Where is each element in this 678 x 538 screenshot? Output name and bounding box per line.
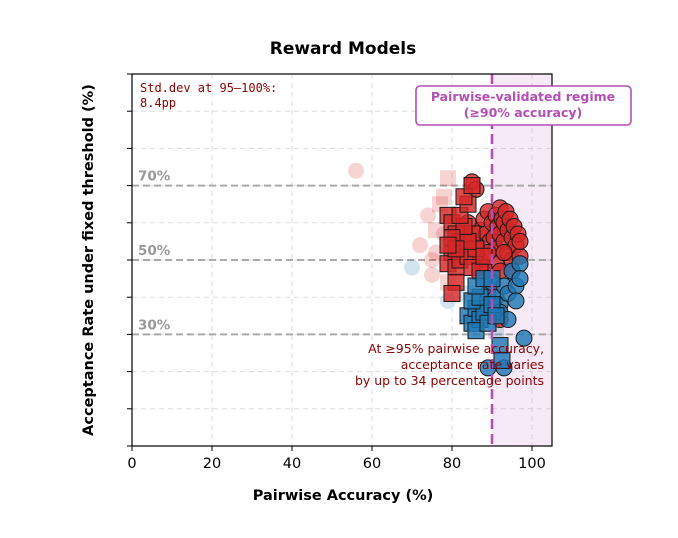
- data-points: [348, 74, 533, 446]
- x-tick-label: 60: [363, 456, 381, 472]
- square-point-faint: [436, 188, 452, 205]
- annotation-line2: acceptance rate varies: [401, 357, 544, 372]
- std-dev-text-line2: 8.4pp: [140, 96, 176, 110]
- square-point: [475, 247, 493, 265]
- x-tick-label: 80: [443, 456, 461, 472]
- annotation-line3: by up to 34 percentage points: [355, 373, 544, 388]
- square-point: [439, 236, 457, 254]
- reference-line-label: 50%: [138, 243, 171, 259]
- square-point-faint: [440, 170, 456, 187]
- regime-label-box: [415, 85, 632, 126]
- annotation-line1: At ≥95% pairwise accuracy,: [368, 341, 544, 356]
- x-tick-label: 40: [283, 456, 301, 472]
- circle-point: [495, 244, 513, 262]
- x-tick-label: 100: [518, 456, 546, 472]
- std-dev-text-line1: Std.dev at 95–100%:: [140, 81, 277, 95]
- square-point: [443, 284, 461, 302]
- x-tick-label: 20: [203, 456, 221, 472]
- chart-title: Reward Models: [270, 39, 417, 59]
- reference-line-label: 30%: [138, 317, 171, 333]
- reference-lines: 70% 50% 30%: [132, 169, 552, 336]
- circle-point: [515, 329, 533, 347]
- circle-point-faint: [424, 252, 440, 268]
- square-point: [463, 177, 481, 195]
- square-point-faint: [428, 222, 444, 239]
- x-axis-label: Pairwise Accuracy (%): [253, 488, 434, 504]
- circle-point-faint: [348, 162, 364, 179]
- circle-point: [511, 255, 529, 273]
- regime-label-line1: Pairwise-validated regime: [431, 89, 615, 104]
- y-axis-label: Acceptance Rate under fixed threshold (%…: [81, 84, 97, 436]
- circle-point-faint: [424, 266, 440, 283]
- circle-point-faint: [412, 237, 428, 254]
- reference-line-label: 70%: [138, 169, 171, 185]
- regime-label-line2: (≥90% accuracy): [464, 105, 582, 120]
- circle-point-faint: [420, 207, 436, 224]
- circle-point: [511, 270, 529, 288]
- x-tick-label: 0: [127, 456, 136, 472]
- square-point: [493, 351, 511, 369]
- square-point: [487, 307, 505, 325]
- axes: 0 20 40 60 80 100: [127, 73, 553, 472]
- circle-point-faint: [404, 259, 420, 276]
- circle-point: [511, 232, 529, 250]
- circle-point: [507, 292, 525, 310]
